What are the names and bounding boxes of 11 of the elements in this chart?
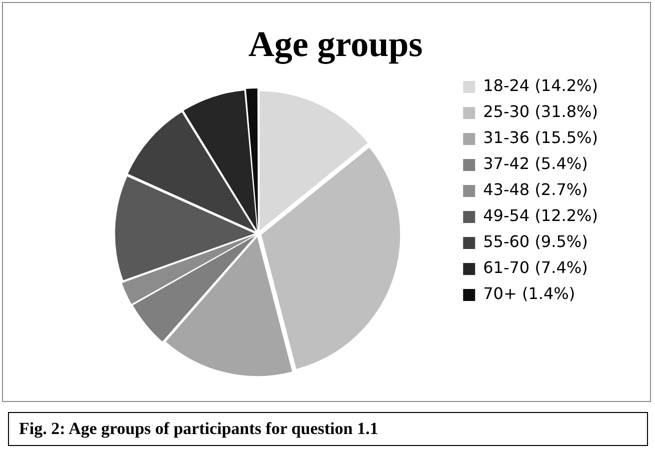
legend-label: 18-24 (14.2%) [483,76,598,96]
legend-label: 61-70 (7.4%) [483,258,588,278]
legend-label: 31-36 (15.5%) [483,128,598,148]
legend-label: 55-60 (9.5%) [483,232,588,252]
legend-label: 70+ (1.4%) [483,284,576,304]
caption: Fig. 2: Age groups of participants for question 1.1 [8,412,648,446]
chart-title: Age groups [248,24,423,64]
legend-label: 49-54 (12.2%) [483,206,598,226]
legend-label: 25-30 (31.8%) [483,102,598,122]
legend-label: 43-48 (2.7%) [483,180,588,200]
legend-label: 37-42 (5.4%) [483,154,588,174]
